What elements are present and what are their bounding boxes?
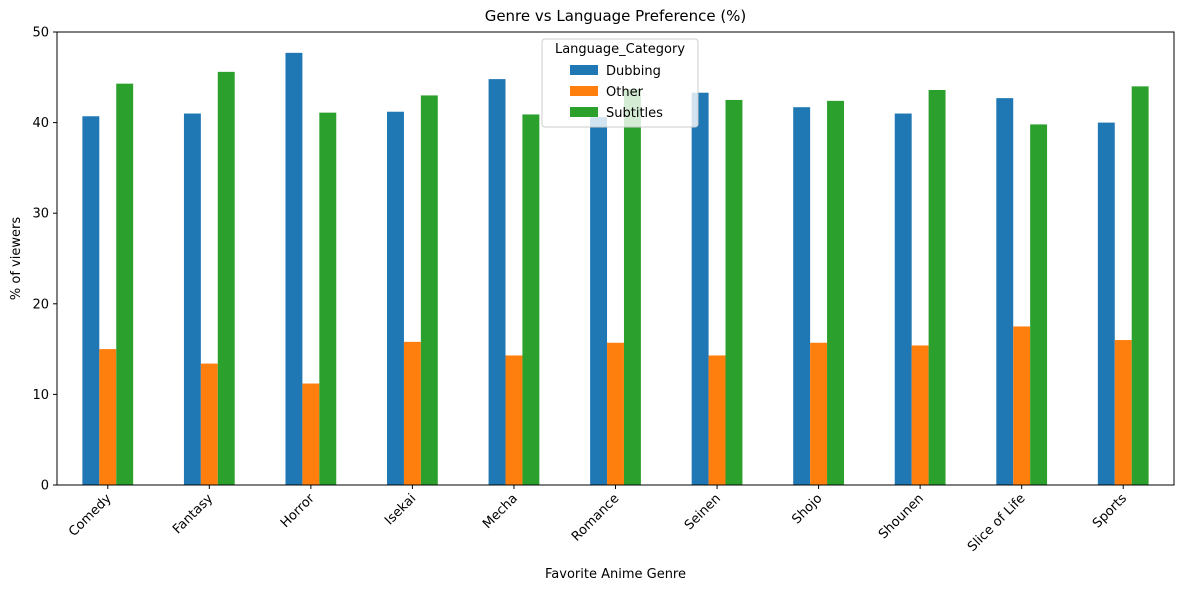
bars	[82, 52, 1149, 486]
bar-other-romance	[607, 342, 624, 485]
x-tick-label: Shounen	[876, 491, 927, 542]
bar-subtitles-fantasy	[217, 71, 235, 485]
y-tick-label: 40	[32, 116, 49, 131]
bar-subtitles-isekai	[420, 95, 438, 486]
bar-dubbing-seinen	[691, 92, 709, 486]
legend-swatch-subtitles	[570, 107, 598, 117]
x-tick-label: Romance	[569, 491, 622, 544]
x-tick-label: Sports	[1090, 491, 1130, 531]
x-tick-label: Slice of Life	[965, 491, 1029, 555]
x-tick-label: Comedy	[66, 491, 115, 540]
bar-other-fantasy	[200, 363, 218, 485]
bar-dubbing-shojo	[793, 107, 811, 485]
bar-dubbing-romance	[590, 117, 608, 485]
bar-other-sports	[1114, 340, 1132, 485]
bar-dubbing-slice-of-life	[996, 98, 1014, 485]
bar-other-slice-of-life	[1013, 326, 1031, 485]
bar-subtitles-romance	[623, 89, 641, 485]
bar-dubbing-fantasy	[183, 113, 201, 485]
bar-other-seinen	[708, 355, 726, 485]
bar-other-mecha	[505, 355, 523, 485]
legend-title: Language_Category	[555, 42, 685, 57]
x-axis-label: Favorite Anime Genre	[545, 567, 686, 582]
bar-subtitles-shojo	[827, 100, 844, 485]
x-tick-label: Isekai	[382, 491, 419, 528]
plot-frame	[56, 31, 1175, 486]
bar-subtitles-slice-of-life	[1030, 124, 1048, 486]
legend-swatch-dubbing	[570, 65, 598, 75]
legend-label-dubbing: Dubbing	[606, 64, 661, 79]
bar-subtitles-seinen	[725, 99, 743, 485]
legend-label-subtitles: Subtitles	[606, 106, 663, 121]
x-tick-label: Seinen	[682, 491, 724, 533]
bar-dubbing-mecha	[488, 79, 506, 485]
legend-swatch-other	[570, 86, 598, 96]
bar-dubbing-horror	[285, 52, 303, 485]
bar-subtitles-sports	[1131, 86, 1149, 486]
legend-label-other: Other	[606, 85, 644, 100]
y-tick-label: 10	[32, 388, 49, 403]
legend: Language_Category Dubbing Other Subtitles	[541, 38, 699, 128]
bar-subtitles-shounen	[928, 89, 946, 485]
y-axis-ticks: 0 10 20 30 40 50	[32, 26, 57, 494]
y-axis-label: % of viewers	[9, 217, 24, 300]
y-tick-label: 0	[41, 479, 49, 494]
bar-dubbing-sports	[1097, 122, 1115, 485]
bar-other-shojo	[810, 342, 828, 485]
bar-other-isekai	[403, 341, 421, 485]
x-tick-label: Mecha	[480, 491, 521, 532]
bar-dubbing-comedy	[82, 116, 100, 486]
x-axis-ticks: Comedy Fantasy Horror Isekai Mecha Romance Sei…	[66, 485, 1130, 555]
bar-other-horror	[302, 383, 320, 485]
bar-other-shounen	[911, 345, 929, 485]
bar-subtitles-mecha	[522, 114, 540, 486]
y-tick-label: 50	[32, 26, 49, 41]
bar-subtitles-horror	[319, 112, 337, 485]
x-tick-label: Fantasy	[170, 491, 216, 537]
legend-box	[541, 38, 699, 128]
y-tick-label: 20	[32, 297, 49, 312]
bar-dubbing-isekai	[387, 111, 404, 485]
bar-subtitles-comedy	[116, 83, 134, 485]
bar-other-comedy	[99, 349, 117, 485]
x-tick-label: Shojo	[789, 491, 825, 527]
chart-title: Genre vs Language Preference (%)	[485, 7, 747, 25]
y-tick-label: 30	[32, 207, 49, 222]
x-tick-label: Horror	[278, 491, 318, 531]
bar-dubbing-shounen	[894, 113, 912, 485]
